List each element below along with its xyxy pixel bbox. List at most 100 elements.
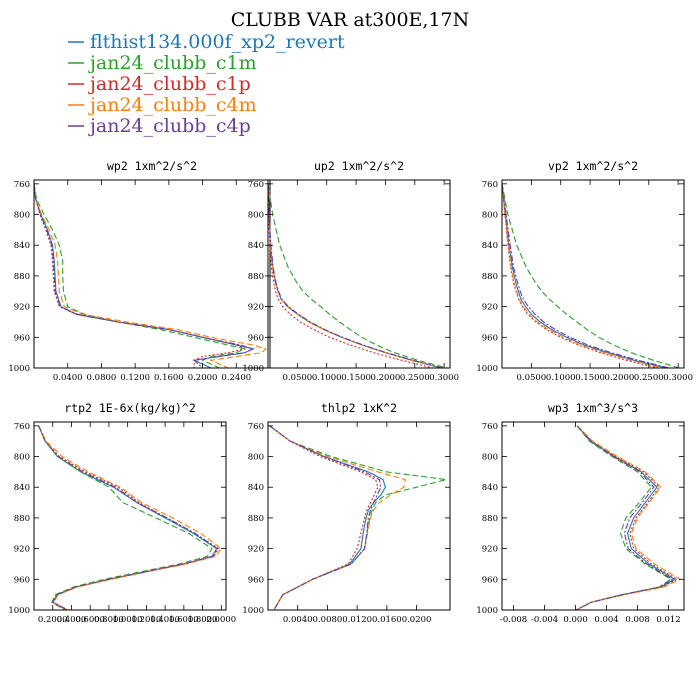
series-line: [502, 183, 658, 368]
series-line: [34, 183, 267, 368]
y-tick-label: 760: [482, 180, 498, 190]
series-line: [268, 183, 443, 368]
panel-title: thlp2 1xK^2: [321, 401, 397, 415]
y-tick-label: 880: [248, 272, 264, 282]
y-tick-label: 800: [14, 453, 30, 463]
x-tick-label: 0.0400: [53, 373, 83, 383]
plot-frame: [501, 421, 685, 611]
y-tick-label: 840: [482, 483, 498, 493]
series-line: [34, 183, 255, 368]
x-tick-label: 0.8000: [94, 615, 124, 625]
series-line: [34, 183, 247, 368]
x-tick-label: 1.6000: [169, 615, 199, 625]
x-tick-label: 0.2400: [221, 373, 251, 383]
series-line: [502, 183, 670, 368]
series-line: [576, 425, 682, 610]
legend-entry: jan24_clubb_c1p: [68, 73, 251, 95]
y-tick-label: 1000: [242, 364, 264, 374]
y-tick-label: 960: [482, 333, 498, 343]
x-tick-label: 1.0000: [113, 615, 143, 625]
y-tick-label: 960: [14, 575, 30, 585]
x-tick-label: 0.0500: [516, 373, 546, 383]
y-tick-label: 800: [482, 211, 498, 221]
legend-label: jan24_clubb_c1p: [88, 73, 251, 95]
x-tick-label: 0.0120: [342, 615, 372, 625]
figure-title: CLUBB VAR at300E,17N: [231, 9, 470, 31]
series-line: [269, 425, 379, 610]
y-tick-label: 1000: [476, 606, 498, 616]
panel: up2 1xm^2/s^2 760 800 840 880 920 960 1000 0.050…: [242, 159, 459, 383]
y-tick-label: 920: [482, 545, 498, 555]
x-tick-label: 0.0160: [372, 615, 402, 625]
panel-title: wp3 1xm^3/s^3: [548, 401, 638, 415]
legend-entry: flthist134.000f_xp2_revert: [68, 31, 345, 53]
y-tick-label: 800: [14, 211, 30, 221]
x-tick-label: 0.2000: [371, 373, 401, 383]
y-tick-label: 1000: [8, 364, 30, 374]
y-tick-label: 1000: [476, 364, 498, 374]
y-tick-label: 840: [14, 483, 30, 493]
series-line: [269, 425, 382, 610]
y-tick-label: 920: [248, 545, 264, 555]
x-tick-label: 0.2500: [400, 373, 430, 383]
series-line: [268, 183, 448, 368]
x-tick-label: 0.0800: [87, 373, 117, 383]
panel: rtp2 1E-6x(kg/kg)^2 760 800 840 880 920 960 100…: [8, 401, 236, 625]
x-tick-label: 0.4000: [57, 615, 87, 625]
x-tick-label: 2.0000: [206, 615, 236, 625]
series-line: [576, 425, 672, 610]
legend-entry: jan24_clubb_c4p: [68, 115, 251, 137]
y-tick-label: 960: [248, 575, 264, 585]
y-tick-label: 960: [482, 575, 498, 585]
series-line: [269, 425, 447, 610]
y-tick-label: 920: [248, 303, 264, 313]
x-tick-label: 0.004: [594, 615, 618, 625]
y-tick-label: 840: [14, 241, 30, 251]
x-tick-label: 0.2500: [634, 373, 664, 383]
series-line: [502, 183, 667, 368]
series-line: [38, 425, 223, 610]
y-tick-label: 760: [14, 180, 30, 190]
x-tick-label: 0.000: [563, 615, 587, 625]
y-tick-label: 960: [14, 333, 30, 343]
x-tick-label: 0.1600: [154, 373, 184, 383]
y-tick-label: 840: [482, 241, 498, 251]
series-line: [38, 425, 213, 610]
series-line: [268, 183, 442, 368]
series-line: [576, 425, 679, 610]
series-line: [38, 425, 218, 610]
y-tick-label: 880: [14, 514, 30, 524]
y-tick-label: 960: [248, 333, 264, 343]
y-tick-label: 760: [482, 422, 498, 432]
y-tick-label: 1000: [242, 606, 264, 616]
y-tick-label: 800: [248, 453, 264, 463]
x-tick-label: 0.0080: [313, 615, 343, 625]
legend-label: jan24_clubb_c4m: [88, 94, 257, 116]
legend-entry: jan24_clubb_c1m: [68, 52, 257, 74]
panel: wp3 1xm^3/s^37608008408809209601000-0.00…: [476, 401, 685, 625]
panel: vp2 1xm^2/s^2 760 800 840 880 920 960 1000 0.050…: [476, 159, 693, 383]
x-tick-label: 0.1000: [312, 373, 342, 383]
y-tick-label: 800: [482, 453, 498, 463]
x-tick-label: 0.2000: [605, 373, 635, 383]
y-tick-label: 760: [248, 180, 264, 190]
panel: wp2 1xm^2/s^2 760 800 840 880 920 960 1000 0.040…: [8, 159, 271, 383]
y-tick-label: 880: [248, 514, 264, 524]
x-tick-label: 0.1500: [341, 373, 371, 383]
plot-frame: [501, 179, 685, 369]
x-tick-label: -0.004: [531, 615, 558, 625]
x-tick-label: 0.008: [625, 615, 649, 625]
y-tick-label: 840: [248, 241, 264, 251]
series-line: [269, 425, 407, 610]
series-line: [502, 183, 662, 368]
x-tick-label: 1.4000: [150, 615, 180, 625]
x-tick-label: 0.0040: [283, 615, 313, 625]
x-tick-label: 1.2000: [132, 615, 162, 625]
x-tick-label: 0.2000: [188, 373, 218, 383]
y-tick-label: 920: [14, 303, 30, 313]
plot-frame: [33, 179, 271, 369]
y-tick-label: 840: [248, 483, 264, 493]
y-tick-label: 1000: [8, 606, 30, 616]
